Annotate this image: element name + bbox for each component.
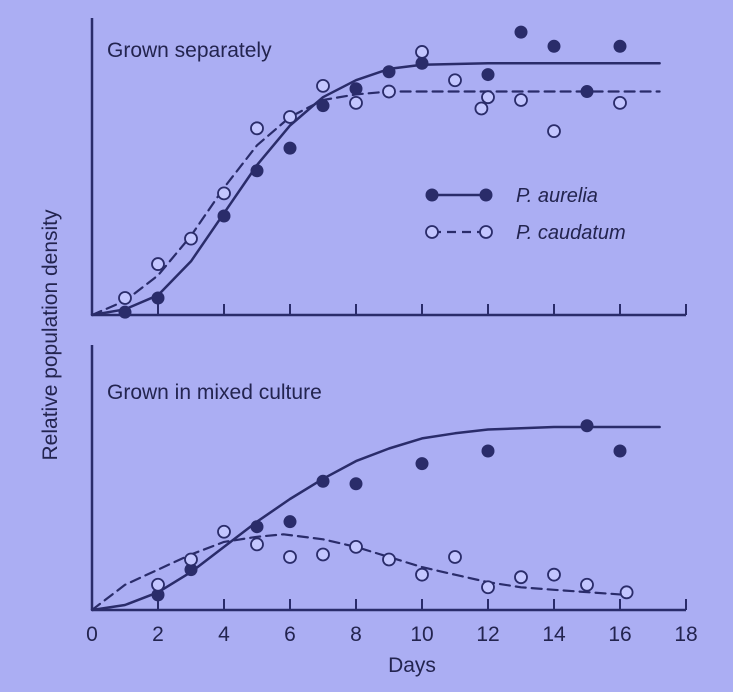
legend-aurelia-label: P. aurelia [516,185,598,207]
aurelia-data-point [151,291,165,305]
x-tick-label: 10 [410,623,433,646]
legend-aurelia-marker-left [425,188,439,202]
caudatum-data-point [448,550,462,564]
caudatum-data-point [547,567,561,582]
caudatum-fit-line [90,90,661,317]
aurelia-data-point [250,164,264,178]
aurelia-data-point [481,68,495,82]
x-tick-label: 16 [608,623,631,646]
caudatum-data-point [283,550,297,564]
caudatum-data-point [316,78,330,93]
caudatum-data-point [316,547,330,562]
caudatum-data-point [481,580,495,595]
x-tick-labels: 0 2 4 6 8 10 12 14 16 18 [86,623,698,646]
aurelia-data-point [613,39,627,53]
aurelia-data-point [217,209,231,223]
aurelia-data-point [151,588,165,602]
aurelia-data-point [481,444,495,458]
aurelia-data-point [283,141,297,155]
legend-caudatum-key [425,225,493,239]
caudatum-data-point [514,93,528,107]
caudatum-data-point [349,95,363,110]
x-tick-label: 2 [152,623,164,646]
caudatum-data-point [184,231,198,246]
caudatum-data-point [118,291,132,305]
aurelia-data-point [118,305,132,319]
caudatum-data-point [619,585,634,600]
aurelia-data-point [580,85,594,99]
bottom-fit-lines [90,425,661,612]
aurelia-data-point [382,65,396,79]
caudatum-data-point [250,121,264,136]
caudatum-data-point [184,552,198,567]
caudatum-data-point [448,73,462,88]
caudatum-data-point [349,540,363,554]
aurelia-data-point [415,457,429,471]
aurelia-data-point [547,39,561,53]
bottom-panel-title: Grown in mixed culture [107,381,322,404]
legend-caudatum-marker-left [425,225,439,239]
x-tick-label: 12 [476,623,499,646]
caudatum-data-point [547,124,561,139]
caudatum-data-point [514,570,528,585]
aurelia-fit-line [90,425,661,612]
panel-mixed-culture: Grown in mixed culture 0 2 4 6 8 10 12 14 16 18 [86,345,698,646]
caudatum-data-point [613,95,627,110]
x-tick-label: 8 [350,623,362,646]
x-tick-label: 0 [86,623,98,646]
panel-grown-separately: Grown separately P. aurelia P. caudatum [90,18,687,319]
legend-caudatum-marker-right [479,225,493,239]
aurelia-data-point [250,520,264,534]
caudatum-data-point [481,90,495,105]
top-panel-title: Grown separately [107,39,272,62]
caudatum-data-point [250,537,264,552]
aurelia-data-point [415,56,429,70]
caudatum-data-point [580,577,594,592]
aurelia-data-point [316,99,330,113]
caudatum-data-point [217,186,231,201]
caudatum-data-point [382,552,396,567]
bottom-x-ticks [157,599,687,610]
aurelia-data-point [316,474,330,488]
caudatum-data-point [415,567,429,582]
x-tick-label: 4 [218,623,230,646]
top-data-points [118,25,627,319]
caudatum-data-point [415,45,429,59]
x-axis-label: Days [388,654,436,677]
aurelia-data-point [184,563,198,577]
caudatum-data-point [474,101,489,116]
caudatum-data-point [151,257,165,271]
caudatum-fit-line [90,533,628,612]
legend-aurelia-marker-right [479,188,493,202]
aurelia-data-point [514,25,528,39]
x-tick-label: 6 [284,623,296,646]
aurelia-data-point [349,82,363,96]
aurelia-data-point [349,477,363,491]
bottom-data-points [151,419,634,602]
caudatum-data-point [151,577,165,592]
caudatum-data-point [382,84,396,99]
legend-caudatum-label: P. caudatum [516,222,626,244]
aurelia-data-point [283,515,297,529]
legend: P. aurelia P. caudatum [425,185,626,244]
x-tick-label: 14 [542,623,566,646]
caudatum-data-point [217,524,231,539]
x-tick-label: 18 [674,623,697,646]
aurelia-data-point [580,419,594,433]
top-x-ticks [157,304,687,315]
legend-aurelia-key [425,188,493,202]
y-axis-label: Relative population density [39,209,62,460]
caudatum-data-point [283,110,297,124]
aurelia-data-point [613,444,627,458]
